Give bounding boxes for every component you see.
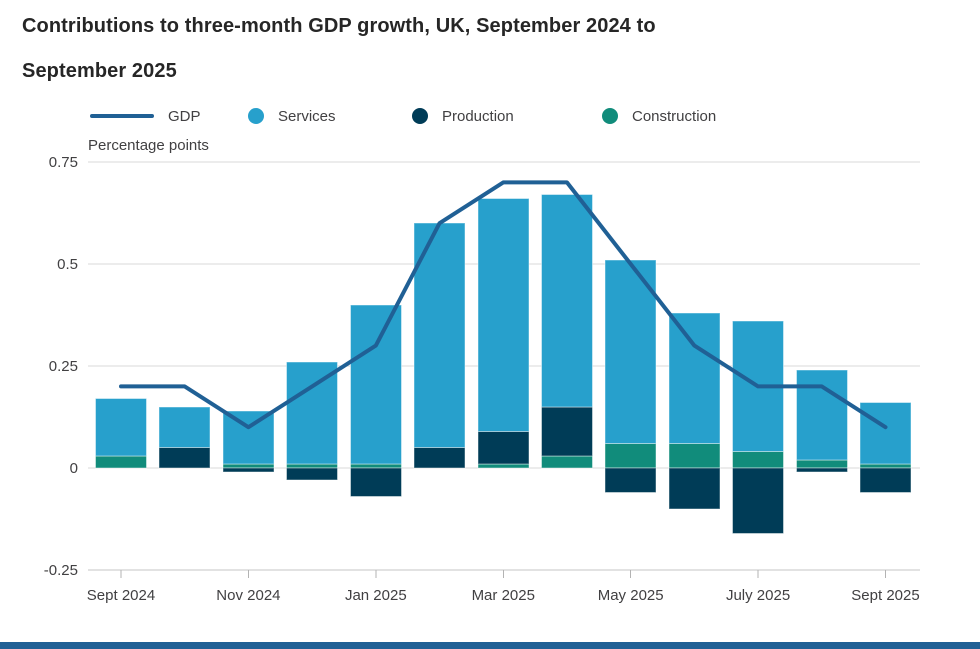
- bar-segment-construction-sept-2025: [859, 463, 912, 469]
- gdp-contributions-chart: 0.75 0.5 0.25 0 -0.25 Sept 2024 Nov 2024 Jan 20…: [44, 154, 920, 604]
- x-tick-label-may-2025: May 2025: [598, 587, 664, 604]
- bar-segment-services-jan-2025: [349, 304, 402, 465]
- x-tick-label-jan-2025: Jan 2025: [345, 587, 407, 604]
- bar-segment-construction-jan-2025: [349, 463, 402, 469]
- legend-item-construction: Construction: [602, 104, 716, 128]
- bar-segment-construction-sept-2024: [95, 455, 147, 469]
- x-tick-label-nov-2024: Nov 2024: [216, 587, 280, 604]
- legend-label-construction: Construction: [632, 107, 717, 125]
- y-tick-label-0: 0: [70, 460, 78, 477]
- bar-segment-production-jan-2025: [349, 467, 402, 498]
- bar-segment-construction-july-2025: [732, 451, 785, 469]
- x-tick-label-sept-2025: Sept 2025: [851, 587, 919, 604]
- bar-segment-construction-aug-2025: [795, 459, 848, 469]
- bar-segment-construction-mar-2025: [477, 463, 530, 469]
- bar-segment-services-nov-2024: [222, 410, 275, 465]
- bar-segment-services-feb-2025: [413, 222, 466, 449]
- services-dot-icon: [248, 108, 264, 124]
- bar-segment-services-jun-2025: [668, 312, 721, 445]
- bar-segment-services-oct-2024: [158, 406, 211, 449]
- bar-segment-production-oct-2024: [158, 447, 211, 469]
- title-line-2: September 2025: [22, 60, 177, 82]
- bar-segment-production-jun-2025: [668, 467, 721, 510]
- bar-segment-services-sept-2024: [95, 398, 147, 457]
- bar-segment-construction-jun-2025: [668, 443, 721, 469]
- legend-label-services: Services: [278, 107, 336, 125]
- bar-segment-services-aug-2025: [795, 369, 848, 461]
- y-tick-label-0.5: 0.5: [57, 256, 78, 273]
- bar-segment-production-sept-2025: [859, 467, 912, 493]
- production-dot-icon: [412, 108, 428, 124]
- bar-segment-services-may-2025: [604, 259, 657, 445]
- y-tick-label-0.25: 0.25: [49, 358, 78, 375]
- bar-segment-services-apr-2025: [540, 194, 593, 408]
- chart-legend: GDP Services Production Construction: [0, 104, 980, 128]
- bar-segment-construction-nov-2024: [222, 463, 275, 469]
- legend-label-production: Production: [442, 107, 514, 125]
- bar-segment-production-feb-2025: [413, 447, 466, 469]
- bar-segment-production-mar-2025: [477, 430, 530, 465]
- y-tick-label--0.25: -0.25: [44, 562, 78, 579]
- legend-item-production: Production: [412, 104, 514, 128]
- x-tick-label-july-2025: July 2025: [726, 587, 790, 604]
- bar-segment-construction-dec-2024: [286, 463, 339, 469]
- bar-segment-production-may-2025: [604, 467, 657, 493]
- legend-item-gdp: GDP: [90, 104, 201, 128]
- bar-segment-construction-apr-2025: [540, 455, 593, 469]
- construction-dot-icon: [602, 108, 618, 124]
- bar-segment-production-aug-2025: [795, 467, 848, 473]
- bar-segment-services-mar-2025: [477, 198, 530, 432]
- bar-segment-production-dec-2024: [286, 467, 339, 481]
- bar-segment-production-july-2025: [732, 467, 785, 534]
- footer-accent-bar: [0, 642, 980, 649]
- x-tick-label-mar-2025: Mar 2025: [472, 587, 535, 604]
- bar-segment-production-nov-2024: [222, 467, 275, 473]
- y-tick-label-0.75: 0.75: [49, 154, 78, 171]
- gdp-line: [119, 180, 888, 430]
- x-tick-label-sept-2024: Sept 2024: [87, 587, 155, 604]
- legend-label-gdp: GDP: [168, 107, 201, 125]
- bar-segment-services-dec-2024: [286, 361, 339, 465]
- y-axis-unit-label: Percentage points: [88, 137, 209, 154]
- bar-segment-production-apr-2025: [540, 406, 593, 457]
- title-line-1: Contributions to three-month GDP growth,…: [22, 15, 656, 37]
- legend-item-services: Services: [248, 104, 336, 128]
- bar-segment-services-sept-2025: [859, 402, 912, 465]
- page-title: Contributions to three-month GDP growth,…: [22, 4, 656, 94]
- gdp-line-swatch-icon: [90, 114, 154, 118]
- bar-segment-construction-may-2025: [604, 443, 657, 469]
